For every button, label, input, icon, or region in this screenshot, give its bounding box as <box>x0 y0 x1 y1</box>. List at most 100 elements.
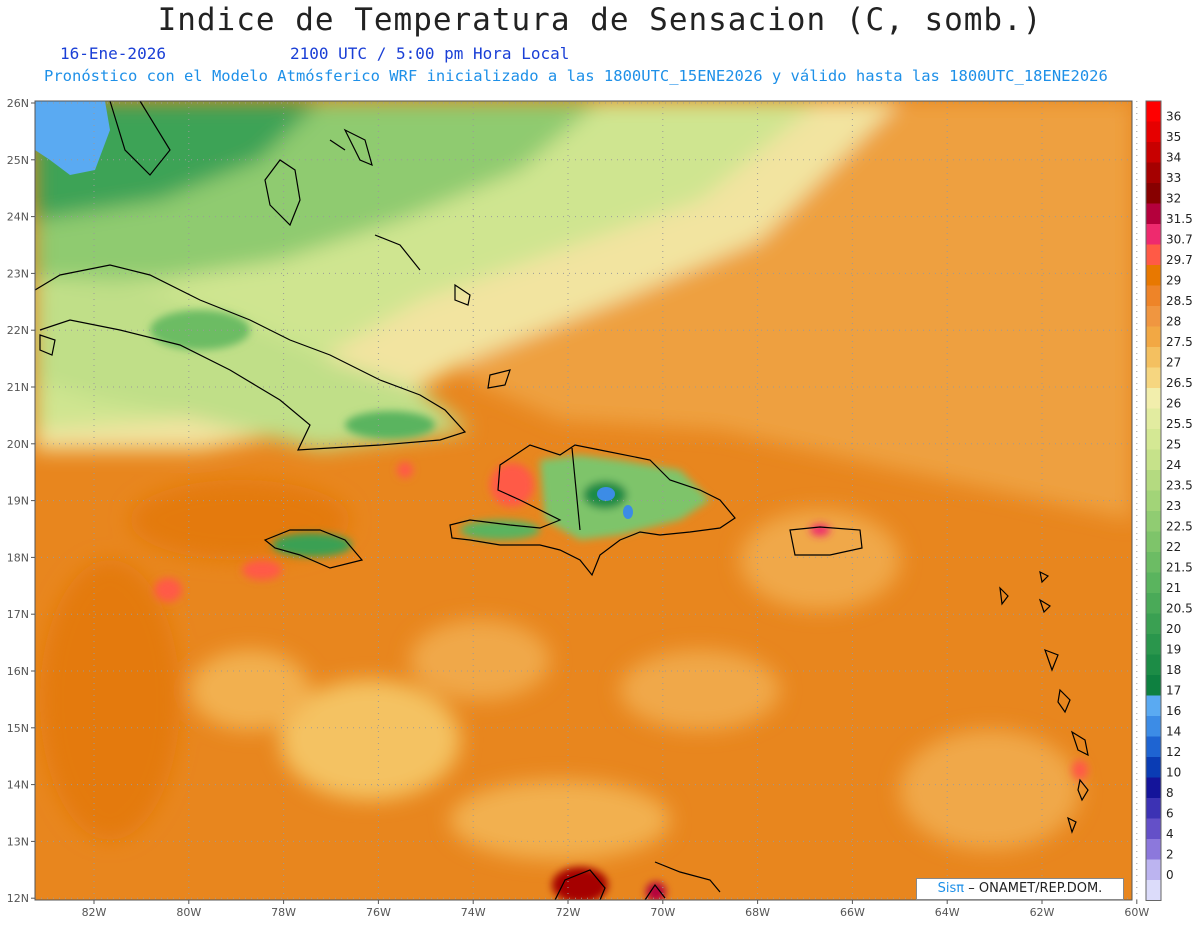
lat-tick-label: 12N <box>7 892 29 905</box>
colorbar-swatch <box>1146 470 1161 491</box>
colorbar-swatch <box>1146 880 1161 901</box>
colorbar-label: 21 <box>1166 581 1181 595</box>
colorbar-label: 22 <box>1166 540 1181 554</box>
model-subtitle: Pronóstico con el Modelo Atmósferico WRF… <box>44 67 1108 85</box>
temperature-field <box>35 101 1132 900</box>
colorbar-frame <box>1145 100 1162 901</box>
colorbar-label: 27.5 <box>1166 335 1193 349</box>
latitude-axis: 26N 25N 24N 23N 22N 21N 20N 19N 18N 17N 16N 15N 14N 1… <box>7 97 35 905</box>
lat-tick-label: 22N <box>7 324 29 337</box>
colorbar-label: 21.5 <box>1166 561 1193 575</box>
lat-tick-label: 21N <box>7 381 29 394</box>
colorbar-swatch <box>1146 388 1161 409</box>
colorbar-label: 19 <box>1166 643 1181 657</box>
lat-tick-label: 23N <box>7 267 29 280</box>
colorbar-label: 0 <box>1166 868 1174 882</box>
colorbar-swatch <box>1146 818 1161 839</box>
colorbar-label: 18 <box>1166 663 1181 677</box>
colorbar-label: 29 <box>1166 274 1181 288</box>
colorbar-label: 31.5 <box>1166 212 1193 226</box>
lat-tick-label: 19N <box>7 495 29 508</box>
colorbar-label: 35 <box>1166 130 1181 144</box>
colorbar-label: 30.7 <box>1166 233 1193 247</box>
colorbar-swatch <box>1146 675 1161 696</box>
lon-tick-label: 72W <box>556 906 581 919</box>
colorbar-swatch <box>1146 162 1161 183</box>
colorbar-label: 26.5 <box>1166 376 1193 390</box>
colorbar-swatch <box>1146 408 1161 429</box>
colorbar-label: 12 <box>1166 745 1181 759</box>
colorbar-swatch <box>1146 695 1161 716</box>
colorbar-label: 22.5 <box>1166 520 1193 534</box>
lat-tick-label: 26N <box>7 97 29 110</box>
colorbar-swatch <box>1146 839 1161 860</box>
colorbar-label: 20 <box>1166 622 1181 636</box>
colorbar-swatch <box>1146 142 1161 163</box>
colorbar-swatch <box>1146 736 1161 757</box>
colorbar-label: 26 <box>1166 397 1181 411</box>
colorbar-swatch <box>1146 265 1161 286</box>
colorbar-swatch <box>1146 634 1161 655</box>
colorbar-label: 34 <box>1166 151 1181 165</box>
lon-tick-label: 74W <box>461 906 486 919</box>
lat-tick-label: 14N <box>7 779 29 792</box>
colorbar-label: 2 <box>1166 848 1174 862</box>
colorbar-swatch <box>1146 531 1161 552</box>
lat-tick-label: 17N <box>7 608 29 621</box>
colorbar-label: 23.5 <box>1166 479 1193 493</box>
colorbar-label: 17 <box>1166 684 1181 698</box>
colorbar-swatch <box>1146 777 1161 798</box>
colorbar-swatch <box>1146 613 1161 634</box>
colorbar-swatch <box>1146 367 1161 388</box>
colorbar-swatch <box>1146 757 1161 778</box>
colorbar-label: 25.5 <box>1166 417 1193 431</box>
colorbar-label: 20.5 <box>1166 602 1193 616</box>
colorbar-swatch <box>1146 798 1161 819</box>
colorbar-label: 29.7 <box>1166 253 1193 267</box>
lon-tick-label: 70W <box>650 906 675 919</box>
lat-tick-label: 18N <box>7 551 29 564</box>
lon-tick-label: 76W <box>366 906 391 919</box>
lon-tick-label: 60W <box>1124 906 1149 919</box>
colorbar-swatch <box>1146 101 1161 122</box>
lon-tick-label: 64W <box>935 906 960 919</box>
colorbar-label: 24 <box>1166 458 1181 472</box>
colorbar-label: 36 <box>1166 110 1181 124</box>
colorbar-swatch <box>1146 244 1161 265</box>
colorbar-swatch <box>1146 429 1161 450</box>
lon-tick-label: 66W <box>840 906 865 919</box>
colorbar-label: 8 <box>1166 786 1174 800</box>
colorbar-swatch <box>1146 285 1161 306</box>
colorbar-swatch <box>1146 593 1161 614</box>
colorbar-swatch <box>1146 572 1161 593</box>
colorbar-legend: 363534333231.530.729.72928.52827.52726.5… <box>1145 100 1193 901</box>
credit-text: – ONAMET/REP.DOM. <box>968 881 1103 896</box>
lat-tick-label: 20N <box>7 438 29 451</box>
sispi-logo: Sisπ <box>937 881 965 896</box>
colorbar-swatch <box>1146 326 1161 347</box>
colorbar-swatch <box>1146 552 1161 573</box>
longitude-axis: 82W 80W 78W 76W 74W 72W 70W 68W 66W 64W 62W 60W <box>82 900 1149 919</box>
colorbar-swatch <box>1146 716 1161 737</box>
map-title: Indice de Temperatura de Sensacion (C, s… <box>157 2 1043 38</box>
colorbar-label: 23 <box>1166 499 1181 513</box>
colorbar-label: 16 <box>1166 704 1181 718</box>
colorbar-swatch <box>1146 511 1161 532</box>
colorbar-swatch <box>1146 306 1161 327</box>
lon-tick-label: 62W <box>1030 906 1055 919</box>
colorbar-swatch <box>1146 183 1161 204</box>
colorbar-swatch <box>1146 490 1161 511</box>
colorbar-label: 10 <box>1166 766 1181 780</box>
lon-tick-label: 68W <box>745 906 770 919</box>
colorbar-label: 27 <box>1166 356 1181 370</box>
colorbar-swatch <box>1146 121 1161 142</box>
colorbar-label: 6 <box>1166 807 1174 821</box>
colorbar-label: 33 <box>1166 171 1181 185</box>
colorbar-label: 14 <box>1166 725 1181 739</box>
colorbar-swatch <box>1146 224 1161 245</box>
colorbar-swatch <box>1146 654 1161 675</box>
colorbar-label: 32 <box>1166 192 1181 206</box>
credit-box: Sisπ – ONAMET/REP.DOM. <box>916 878 1124 900</box>
lat-tick-label: 24N <box>7 211 29 224</box>
